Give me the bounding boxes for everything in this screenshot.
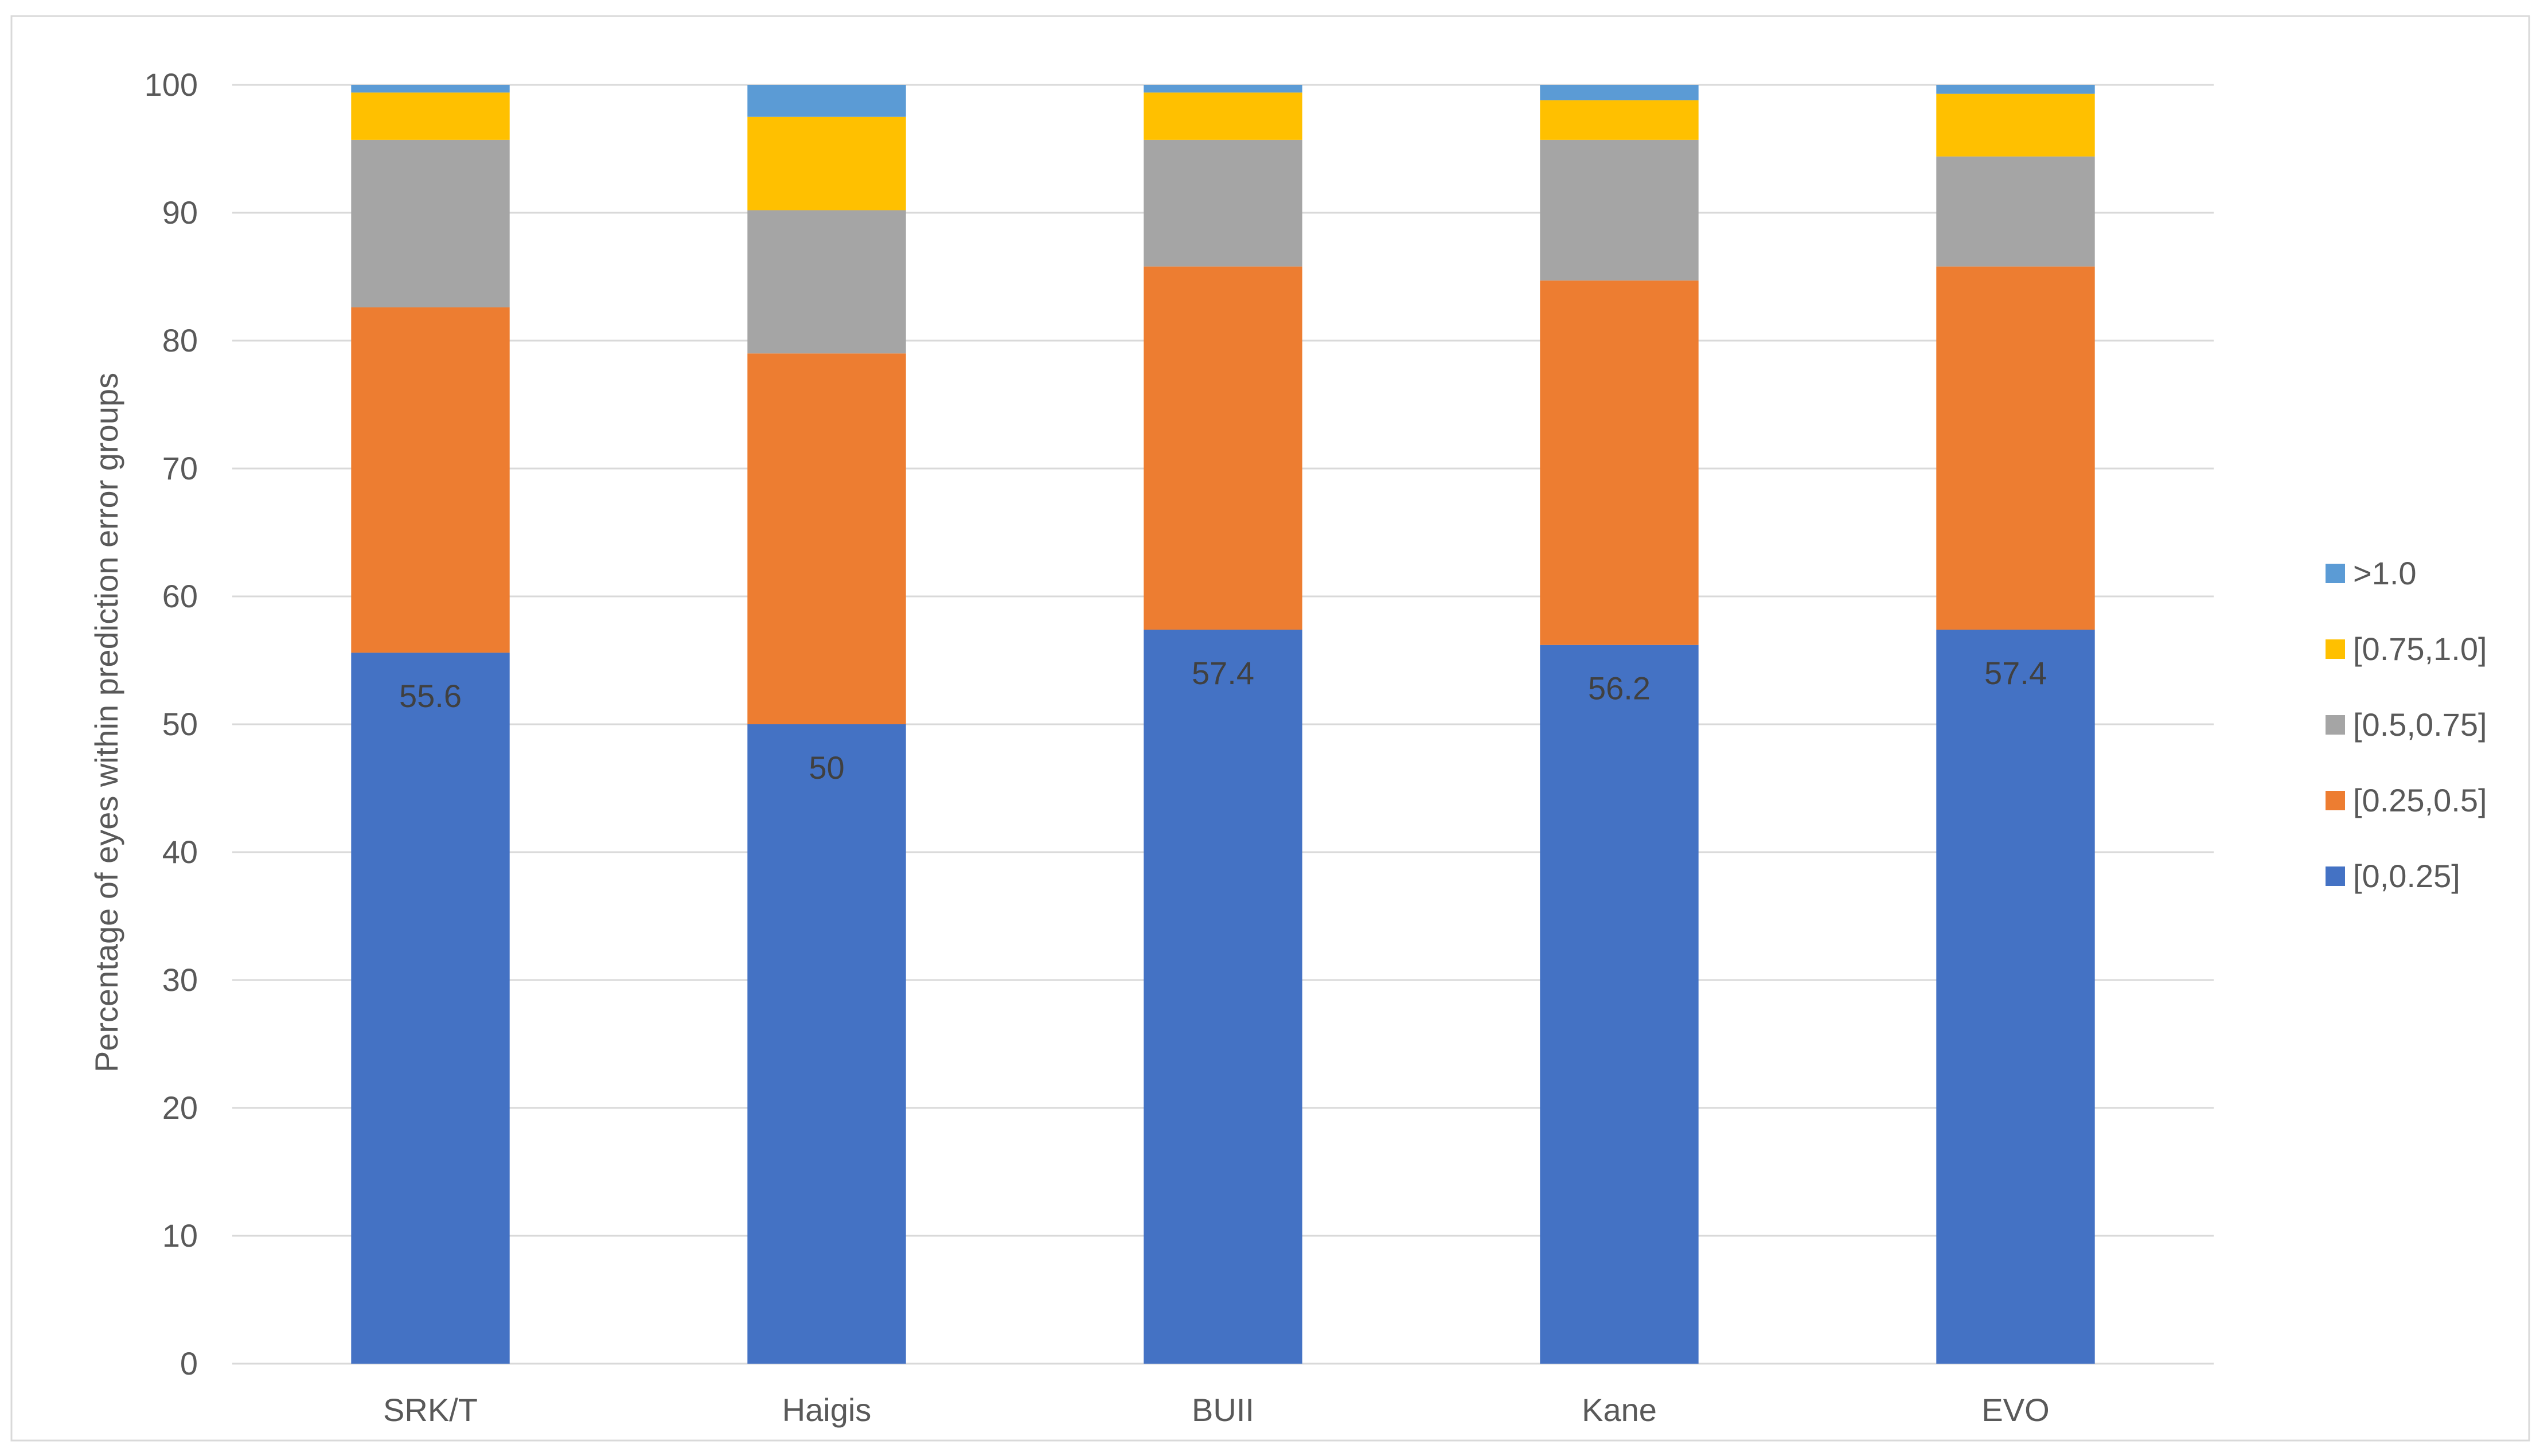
bar-segment [1144, 85, 1302, 93]
y-axis-title: Percentage of eyes within prediction err… [88, 373, 124, 1072]
legend-item: [0.5,0.75] [2326, 706, 2487, 743]
y-tick-label: 30 [162, 962, 198, 998]
legend-swatch [2326, 715, 2345, 735]
bar-segment [351, 307, 510, 653]
bar-segment [351, 85, 510, 93]
bar-segment [351, 92, 510, 140]
data-label: 56.2 [1588, 670, 1651, 706]
bar-segment [747, 724, 906, 1364]
bar-segment [1144, 139, 1302, 267]
legend-label: [0.25,0.5] [2353, 782, 2487, 818]
bars [351, 85, 2095, 1364]
bar-segment [351, 139, 510, 308]
bar-segment [1144, 629, 1302, 1364]
y-tick-label: 20 [162, 1090, 198, 1126]
legend: >1.0 [0.75,1.0] [0.5,0.75] [0.25,0.5] [0,0.2… [2326, 555, 2487, 894]
y-tick-label: 80 [162, 322, 198, 358]
bar-segment [1540, 100, 1699, 140]
data-label: 57.4 [1192, 655, 1254, 691]
y-tick-label: 10 [162, 1217, 198, 1254]
bar-segment [1936, 93, 2095, 157]
data-label: 50 [809, 750, 844, 786]
bar-segment [1144, 266, 1302, 630]
legend-label: [0.5,0.75] [2353, 706, 2487, 743]
y-tick-label: 100 [145, 67, 198, 103]
bar-segment [1936, 266, 2095, 630]
bar-segment [351, 653, 510, 1364]
x-tick-label: Haigis [782, 1392, 872, 1428]
legend-swatch [2326, 639, 2345, 659]
bar-segment [1540, 280, 1699, 645]
x-axis-tick-labels: SRK/T Haigis BUII Kane EVO [383, 1392, 2050, 1428]
x-tick-label: EVO [1981, 1392, 2049, 1428]
y-tick-label: 70 [162, 450, 198, 486]
y-tick-label: 50 [162, 706, 198, 742]
bar-segment [1540, 85, 1699, 100]
legend-swatch [2326, 791, 2345, 810]
legend-swatch [2326, 866, 2345, 886]
y-axis-tick-labels: 0 10 20 30 40 50 60 70 80 90 100 [145, 67, 198, 1381]
bar-segment [1936, 156, 2095, 267]
bar-segment [1540, 139, 1699, 281]
bar-segment [1936, 85, 2095, 94]
x-tick-label: Kane [1582, 1392, 1657, 1428]
legend-label: [0,0.25] [2353, 858, 2460, 894]
legend-label: >1.0 [2353, 555, 2417, 591]
y-tick-label: 90 [162, 194, 198, 231]
bar-segment [1144, 92, 1302, 140]
bar-segment [747, 210, 906, 354]
x-tick-label: SRK/T [383, 1392, 478, 1428]
data-label: 57.4 [1984, 655, 2047, 691]
bar-segment [1540, 645, 1699, 1364]
x-tick-label: BUII [1192, 1392, 1254, 1428]
bar-segment [747, 116, 906, 210]
data-label: 55.6 [399, 678, 462, 714]
y-tick-label: 0 [180, 1345, 198, 1381]
y-tick-label: 60 [162, 578, 198, 614]
bar-segment [1936, 629, 2095, 1364]
bar-segment [747, 353, 906, 724]
data-labels: 55.6 50 57.4 56.2 57.4 [399, 655, 2047, 786]
legend-item: [0.75,1.0] [2326, 631, 2487, 667]
legend-swatch [2326, 564, 2345, 583]
y-tick-label: 40 [162, 834, 198, 870]
legend-item: [0,0.25] [2326, 858, 2460, 894]
bar-segment [747, 85, 906, 117]
legend-item: >1.0 [2326, 555, 2417, 591]
legend-label: [0.75,1.0] [2353, 631, 2487, 667]
legend-item: [0.25,0.5] [2326, 782, 2487, 818]
